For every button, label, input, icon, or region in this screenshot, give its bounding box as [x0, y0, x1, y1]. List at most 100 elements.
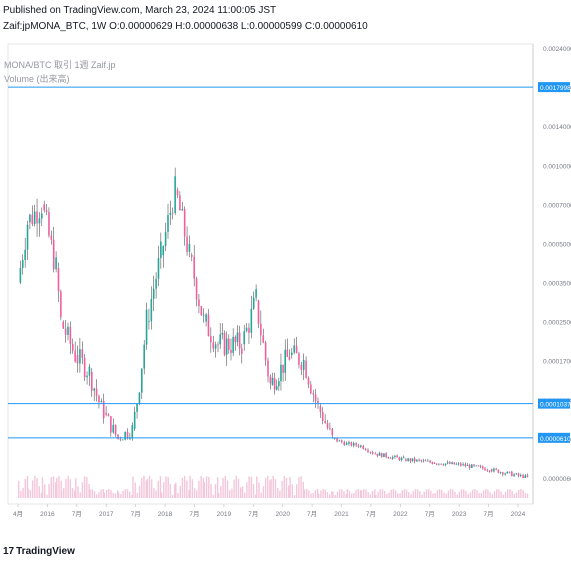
candle-body — [490, 469, 493, 472]
candle-body — [302, 359, 305, 370]
candle-body — [360, 445, 362, 447]
volume-bar — [371, 491, 374, 498]
volume-bar — [322, 489, 324, 498]
chart-canvas[interactable]: 0.00240000.00180000.00140000.00100000.00… — [0, 36, 571, 536]
volume-bar — [369, 494, 372, 498]
volume-bar — [507, 489, 509, 498]
candle-body — [427, 460, 429, 462]
candle-body — [26, 224, 29, 250]
candle-body — [230, 349, 232, 353]
volume-bar — [419, 491, 421, 498]
volume-bar — [355, 490, 357, 498]
volume-bar — [331, 491, 333, 498]
volume-bar — [67, 475, 69, 498]
candle-body — [105, 412, 107, 415]
volume-bar — [235, 475, 237, 498]
candle-body — [55, 257, 57, 270]
candle-body — [64, 328, 67, 335]
volume-bar — [520, 489, 522, 498]
volume-bar — [60, 490, 63, 498]
candle-body — [321, 412, 324, 421]
candle-body — [43, 204, 45, 211]
y-tick-label: 0.0007000 — [543, 202, 571, 209]
volume-bar — [191, 479, 194, 498]
volume-bar — [179, 485, 181, 498]
price-chart[interactable]: 0.00240000.00180000.00140000.00100000.00… — [0, 36, 571, 536]
volume-bar — [74, 490, 76, 498]
volume-bar — [186, 480, 188, 498]
volume-bar — [324, 489, 326, 498]
volume-bar — [397, 493, 399, 498]
candle-body — [355, 443, 357, 446]
volume-bar — [489, 492, 491, 498]
volume-bar — [34, 475, 36, 498]
volume-bar — [77, 486, 79, 498]
volume-bar — [55, 482, 57, 498]
volume-bar — [414, 489, 417, 498]
candle-body — [21, 260, 24, 269]
candle-body — [295, 345, 298, 354]
candle-body — [405, 459, 407, 461]
candle-body — [475, 465, 478, 467]
candle-body — [19, 268, 22, 283]
brand-name: TradingView — [16, 546, 75, 557]
candle-body — [181, 208, 184, 211]
candle-body — [81, 349, 84, 358]
volume-bar — [165, 476, 167, 498]
candle-body — [400, 457, 403, 461]
volume-bar — [272, 475, 274, 498]
candle-body — [214, 344, 217, 349]
volume-bar — [248, 476, 250, 498]
volume-bar — [98, 492, 100, 498]
volume-bar — [522, 490, 524, 498]
x-tick-label: 2020 — [275, 511, 290, 518]
volume-bar — [300, 476, 302, 498]
price-tag-label: 0.0001037 — [540, 402, 571, 409]
tradingview-logo-icon: 17 — [3, 546, 15, 557]
volume-bar — [75, 478, 77, 498]
candle-body — [275, 386, 278, 390]
candle-body — [524, 475, 527, 478]
candle-body — [143, 344, 145, 369]
candle-body — [236, 332, 239, 343]
volume-bar — [469, 492, 472, 498]
candle-body — [515, 473, 518, 475]
y-tick-label: 0.0014000 — [543, 124, 571, 131]
candle-body — [305, 360, 307, 378]
volume-bar — [405, 489, 408, 498]
price-tag — [538, 82, 570, 93]
volume-bar — [83, 476, 86, 498]
candle-body — [444, 463, 447, 466]
volume-bar — [500, 491, 502, 498]
volume-bar — [136, 492, 139, 498]
volume-bar — [425, 489, 428, 498]
volume-bar — [379, 489, 381, 498]
x-tick-label: 2019 — [217, 511, 232, 518]
candle-body — [383, 453, 385, 458]
candle-body — [517, 473, 520, 476]
volume-bar — [334, 494, 336, 498]
candle-body — [293, 345, 295, 353]
volume-bar — [316, 489, 319, 498]
volume-bar — [169, 484, 172, 498]
volume-bar — [105, 490, 108, 498]
candle-body — [374, 453, 376, 455]
candle-body — [462, 464, 464, 465]
candle-body — [171, 212, 174, 214]
candle-body — [198, 299, 200, 307]
x-tick-label: 7月 — [131, 510, 141, 518]
candle-body — [477, 465, 480, 467]
volume-bar — [285, 477, 288, 498]
price-tag — [538, 398, 570, 409]
volume-bar — [44, 484, 46, 498]
candle-body — [112, 424, 115, 433]
volume-bar — [203, 482, 206, 498]
y-tick-label: 0.0005000 — [543, 241, 571, 248]
volume-bar — [231, 488, 233, 498]
candle-body — [329, 427, 331, 429]
candle-body — [398, 457, 401, 461]
volume-bar — [141, 478, 143, 498]
volume-bar — [310, 493, 312, 498]
candle-body — [460, 463, 462, 466]
volume-bar — [281, 480, 283, 498]
